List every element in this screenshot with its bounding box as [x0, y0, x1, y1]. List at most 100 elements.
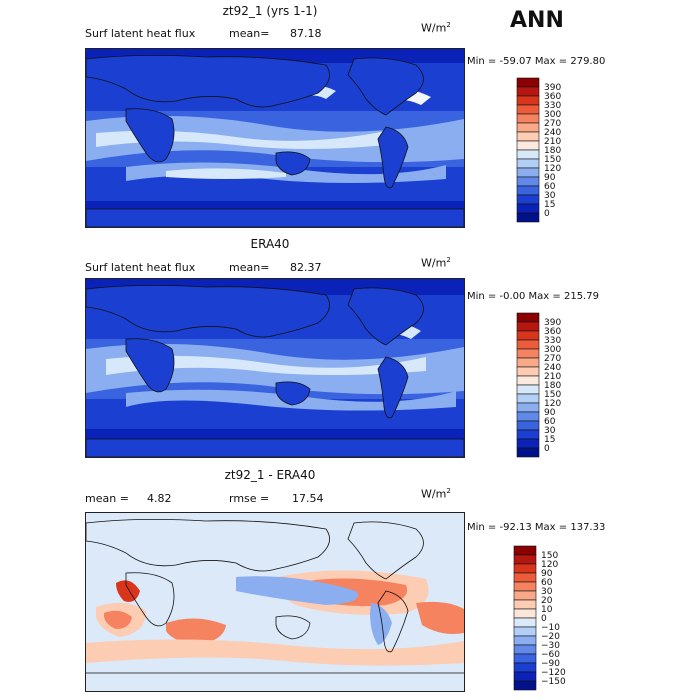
colorbar-swatch	[513, 608, 537, 619]
colorbar-tick-label: 210	[544, 372, 561, 382]
colorbar-swatch	[513, 635, 537, 646]
colorbar-tick-label: 20	[541, 596, 553, 606]
colorbar-swatch	[516, 429, 540, 440]
colorbar-tick-label: 0	[541, 614, 547, 624]
panel3-mean-value: 4.82	[147, 492, 172, 505]
colorbar-tick-label: 60	[544, 417, 556, 427]
colorbar-tick-label: 210	[544, 137, 561, 147]
panel2-minmax: Min = -0.00 Max = 215.79	[467, 291, 599, 302]
panel2-unit: W/m2	[421, 256, 451, 270]
colorbar-swatch	[516, 104, 540, 115]
colorbar-swatch	[516, 131, 540, 142]
colorbar-swatch	[516, 86, 540, 97]
colorbar-tick-label: 15	[544, 435, 555, 445]
panel1-title: zt92_1 (yrs 1-1)	[222, 4, 318, 18]
colorbar-swatch	[516, 402, 540, 413]
colorbar-swatch	[516, 321, 540, 332]
colorbar-swatch	[516, 312, 540, 323]
colorbar-swatch	[516, 384, 540, 395]
colorbar-tick-label: 150	[541, 551, 558, 561]
colorbar-swatch	[513, 554, 537, 565]
colorbar-swatch	[513, 581, 537, 592]
colorbar-tick-label: 30	[544, 191, 556, 201]
colorbar-tick-label: 150	[544, 390, 561, 400]
colorbar-swatch	[513, 662, 537, 673]
colorbar-tick-label: 360	[544, 327, 561, 337]
colorbar-tick-label: −90	[541, 659, 560, 669]
colorbar-tick-label: 390	[544, 318, 561, 328]
colorbar-swatch	[516, 375, 540, 386]
colorbar-tick-label: 15	[544, 200, 555, 210]
colorbar-swatch	[513, 572, 537, 583]
panel1-unit: W/m2	[421, 21, 451, 35]
panel1-variable: Surf latent heat flux	[85, 27, 196, 40]
panel2-colorbar: 390 360 330 300 270 240 210 180 150 120 90 60 30 15 0	[516, 312, 577, 463]
colorbar-swatch	[516, 203, 540, 214]
colorbar-tick-label: 0	[544, 209, 550, 219]
colorbar-tick-label: 360	[544, 92, 561, 102]
panel3-mean-label: mean =	[85, 492, 129, 505]
colorbar-tick-label: −10	[541, 623, 560, 633]
colorbar-tick-label: 180	[544, 146, 561, 156]
colorbar-tick-label: 90	[544, 408, 556, 418]
panel2-mean-label: mean=	[229, 261, 270, 274]
colorbar-tick-label: 120	[541, 560, 558, 570]
colorbar-swatch	[513, 599, 537, 610]
panel3-rmse-value: 17.54	[292, 492, 324, 505]
panel3-minmax: Min = -92.13 Max = 137.33	[467, 522, 606, 533]
colorbar-tick-label: 270	[544, 119, 561, 129]
colorbar-swatch	[516, 167, 540, 178]
colorbar-tick-label: 330	[544, 101, 561, 111]
colorbar-tick-label: 240	[544, 128, 561, 138]
colorbar-tick-label: 120	[544, 164, 561, 174]
colorbar-swatch	[516, 158, 540, 169]
colorbar-swatch	[513, 545, 537, 556]
colorbar-swatch	[516, 194, 540, 205]
colorbar-tick-label: 240	[544, 363, 561, 373]
panel3-title: zt92_1 - ERA40	[224, 468, 316, 482]
colorbar-tick-label: 180	[544, 381, 561, 391]
colorbar-tick-label: 120	[544, 399, 561, 409]
colorbar-tick-label: 390	[544, 83, 561, 93]
colorbar-swatch	[516, 212, 540, 223]
colorbar-swatch	[513, 563, 537, 574]
colorbar-swatch	[513, 680, 537, 691]
colorbar-swatch	[516, 393, 540, 404]
colorbar-tick-label: −120	[541, 668, 566, 678]
panel1-map	[85, 48, 465, 228]
colorbar-swatch	[516, 122, 540, 133]
colorbar-swatch	[513, 644, 537, 655]
colorbar-tick-label: 90	[541, 569, 553, 579]
panel1-colorbar: 390 360 330 300 270 240 210 180 150 120 90 60 30 15 0	[516, 77, 577, 228]
colorbar-tick-label: −60	[541, 650, 560, 660]
colorbar-swatch	[516, 140, 540, 151]
colorbar-swatch	[516, 330, 540, 341]
colorbar-swatch	[516, 176, 540, 187]
colorbar-tick-label: 30	[544, 426, 556, 436]
colorbar-swatch	[516, 149, 540, 160]
colorbar-swatch	[516, 185, 540, 196]
colorbar-swatch	[513, 590, 537, 601]
panel2-title: ERA40	[250, 237, 290, 251]
colorbar-swatch	[516, 348, 540, 359]
colorbar-swatch	[516, 447, 540, 458]
colorbar-swatch	[516, 420, 540, 431]
colorbar-tick-label: 270	[544, 354, 561, 364]
season-label: ANN	[510, 8, 564, 33]
panel1-minmax: Min = -59.07 Max = 279.80	[467, 56, 606, 67]
colorbar-swatch	[516, 113, 540, 124]
colorbar-swatch	[516, 411, 540, 422]
panel3-colorbar: 150 120 90 60 30 20 10 0 −10 −20 −30 −60 −90 −120 −150	[513, 545, 574, 696]
colorbar-tick-label: 10	[541, 605, 553, 615]
colorbar-tick-label: −150	[541, 677, 566, 687]
colorbar-tick-label: 60	[544, 182, 556, 192]
colorbar-tick-label: 150	[544, 155, 561, 165]
colorbar-tick-label: 0	[544, 444, 550, 454]
colorbar-tick-label: 300	[544, 110, 561, 120]
colorbar-swatch	[516, 77, 540, 88]
panel2-map	[85, 278, 465, 458]
colorbar-tick-label: 30	[541, 587, 553, 597]
panel3-map	[85, 512, 465, 692]
colorbar-swatch	[513, 626, 537, 637]
colorbar-tick-label: 330	[544, 336, 561, 346]
